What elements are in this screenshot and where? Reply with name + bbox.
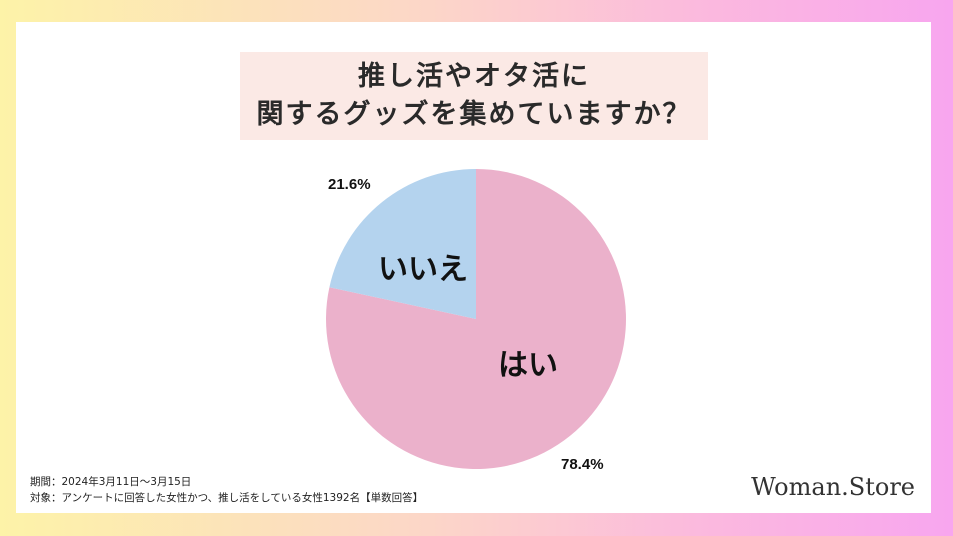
value-label-yes: 78.4% <box>561 456 604 473</box>
chart-title-line-1: 推し活やオタ活に <box>358 61 590 92</box>
pie-slice-yes <box>326 169 627 469</box>
chart-title-line-2: 関するグッズを集めていますか？ <box>256 99 692 130</box>
chart-title: 推し活やオタ活に 関するグッズを集めていますか？ <box>240 52 708 140</box>
footnote-target: 対象：アンケートに回答した女性かつ、推し活をしている女性1392名【単数回答】 <box>30 492 424 504</box>
slice-label-yes: はい <box>498 348 558 383</box>
value-label-no: 21.6% <box>328 176 371 193</box>
chart-card: 推し活やオタ活に 関するグッズを集めていますか？ はい いいえ 78.4% 21… <box>16 22 931 513</box>
footnote-period: 期間：2024年3月11日〜3月15日 <box>30 476 192 488</box>
slice-label-no: いいえ <box>378 252 468 287</box>
pie-slice-no <box>329 169 476 319</box>
pie-chart <box>326 169 627 469</box>
brand-logo: Woman.Store <box>751 473 915 501</box>
